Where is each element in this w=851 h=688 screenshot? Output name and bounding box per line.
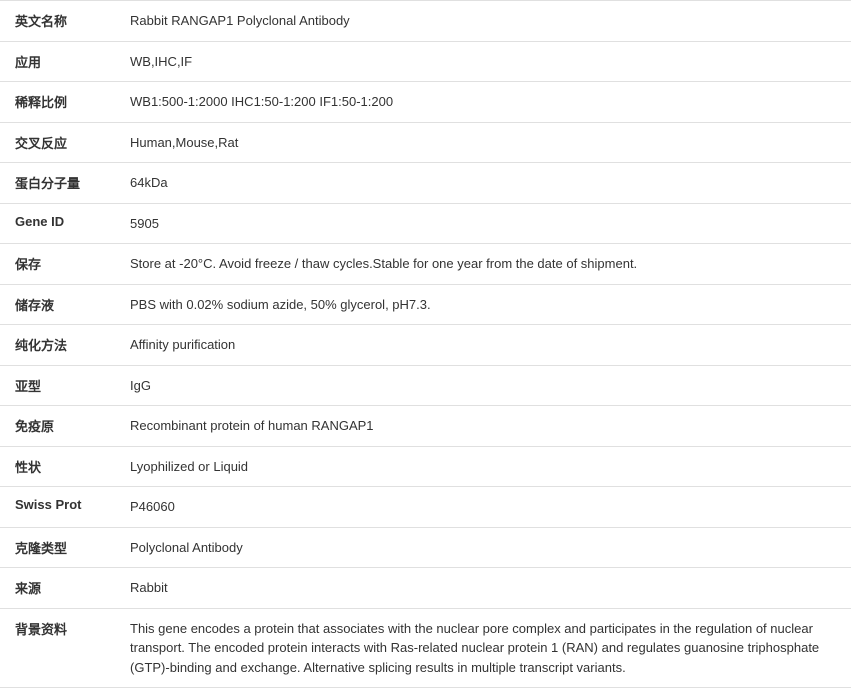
property-value: IgG bbox=[120, 366, 851, 406]
property-label: 英文名称 bbox=[0, 1, 120, 41]
table-row: 纯化方法 Affinity purification bbox=[0, 325, 851, 366]
property-value: P46060 bbox=[120, 487, 851, 527]
property-value: Lyophilized or Liquid bbox=[120, 447, 851, 487]
property-label: 交叉反应 bbox=[0, 123, 120, 163]
table-row: 蛋白分子量 64kDa bbox=[0, 163, 851, 204]
table-row: 交叉反应 Human,Mouse,Rat bbox=[0, 123, 851, 164]
property-label: 纯化方法 bbox=[0, 325, 120, 365]
table-row: 亚型 IgG bbox=[0, 366, 851, 407]
table-row: 保存 Store at -20°C. Avoid freeze / thaw c… bbox=[0, 244, 851, 285]
property-value: WB1:500-1:2000 IHC1:50-1:200 IF1:50-1:20… bbox=[120, 82, 851, 122]
property-value: 5905 bbox=[120, 204, 851, 244]
property-label: 储存液 bbox=[0, 285, 120, 325]
property-label: 克隆类型 bbox=[0, 528, 120, 568]
table-row: 免疫原 Recombinant protein of human RANGAP1 bbox=[0, 406, 851, 447]
property-label: Swiss Prot bbox=[0, 487, 120, 527]
property-value: Affinity purification bbox=[120, 325, 851, 365]
property-label: 免疫原 bbox=[0, 406, 120, 446]
table-row: 应用 WB,IHC,IF bbox=[0, 42, 851, 83]
property-label: 稀释比例 bbox=[0, 82, 120, 122]
property-value: This gene encodes a protein that associa… bbox=[120, 609, 851, 688]
property-value: 64kDa bbox=[120, 163, 851, 203]
property-label: 来源 bbox=[0, 568, 120, 608]
property-label: Gene ID bbox=[0, 204, 120, 244]
table-row: 英文名称 Rabbit RANGAP1 Polyclonal Antibody bbox=[0, 0, 851, 42]
table-row: 性状 Lyophilized or Liquid bbox=[0, 447, 851, 488]
property-label: 蛋白分子量 bbox=[0, 163, 120, 203]
properties-table: 英文名称 Rabbit RANGAP1 Polyclonal Antibody … bbox=[0, 0, 851, 688]
property-value: Human,Mouse,Rat bbox=[120, 123, 851, 163]
property-label: 性状 bbox=[0, 447, 120, 487]
table-row: Gene ID 5905 bbox=[0, 204, 851, 245]
property-value: Rabbit RANGAP1 Polyclonal Antibody bbox=[120, 1, 851, 41]
table-row: 储存液 PBS with 0.02% sodium azide, 50% gly… bbox=[0, 285, 851, 326]
property-value: Store at -20°C. Avoid freeze / thaw cycl… bbox=[120, 244, 851, 284]
property-value: Recombinant protein of human RANGAP1 bbox=[120, 406, 851, 446]
property-label: 背景资料 bbox=[0, 609, 120, 688]
property-value: Rabbit bbox=[120, 568, 851, 608]
property-value: PBS with 0.02% sodium azide, 50% glycero… bbox=[120, 285, 851, 325]
table-row: 稀释比例 WB1:500-1:2000 IHC1:50-1:200 IF1:50… bbox=[0, 82, 851, 123]
property-label: 应用 bbox=[0, 42, 120, 82]
table-row: Swiss Prot P46060 bbox=[0, 487, 851, 528]
table-row: 克隆类型 Polyclonal Antibody bbox=[0, 528, 851, 569]
property-label: 保存 bbox=[0, 244, 120, 284]
property-value: Polyclonal Antibody bbox=[120, 528, 851, 568]
property-value: WB,IHC,IF bbox=[120, 42, 851, 82]
table-row: 背景资料 This gene encodes a protein that as… bbox=[0, 609, 851, 688]
property-label: 亚型 bbox=[0, 366, 120, 406]
table-row: 来源 Rabbit bbox=[0, 568, 851, 609]
